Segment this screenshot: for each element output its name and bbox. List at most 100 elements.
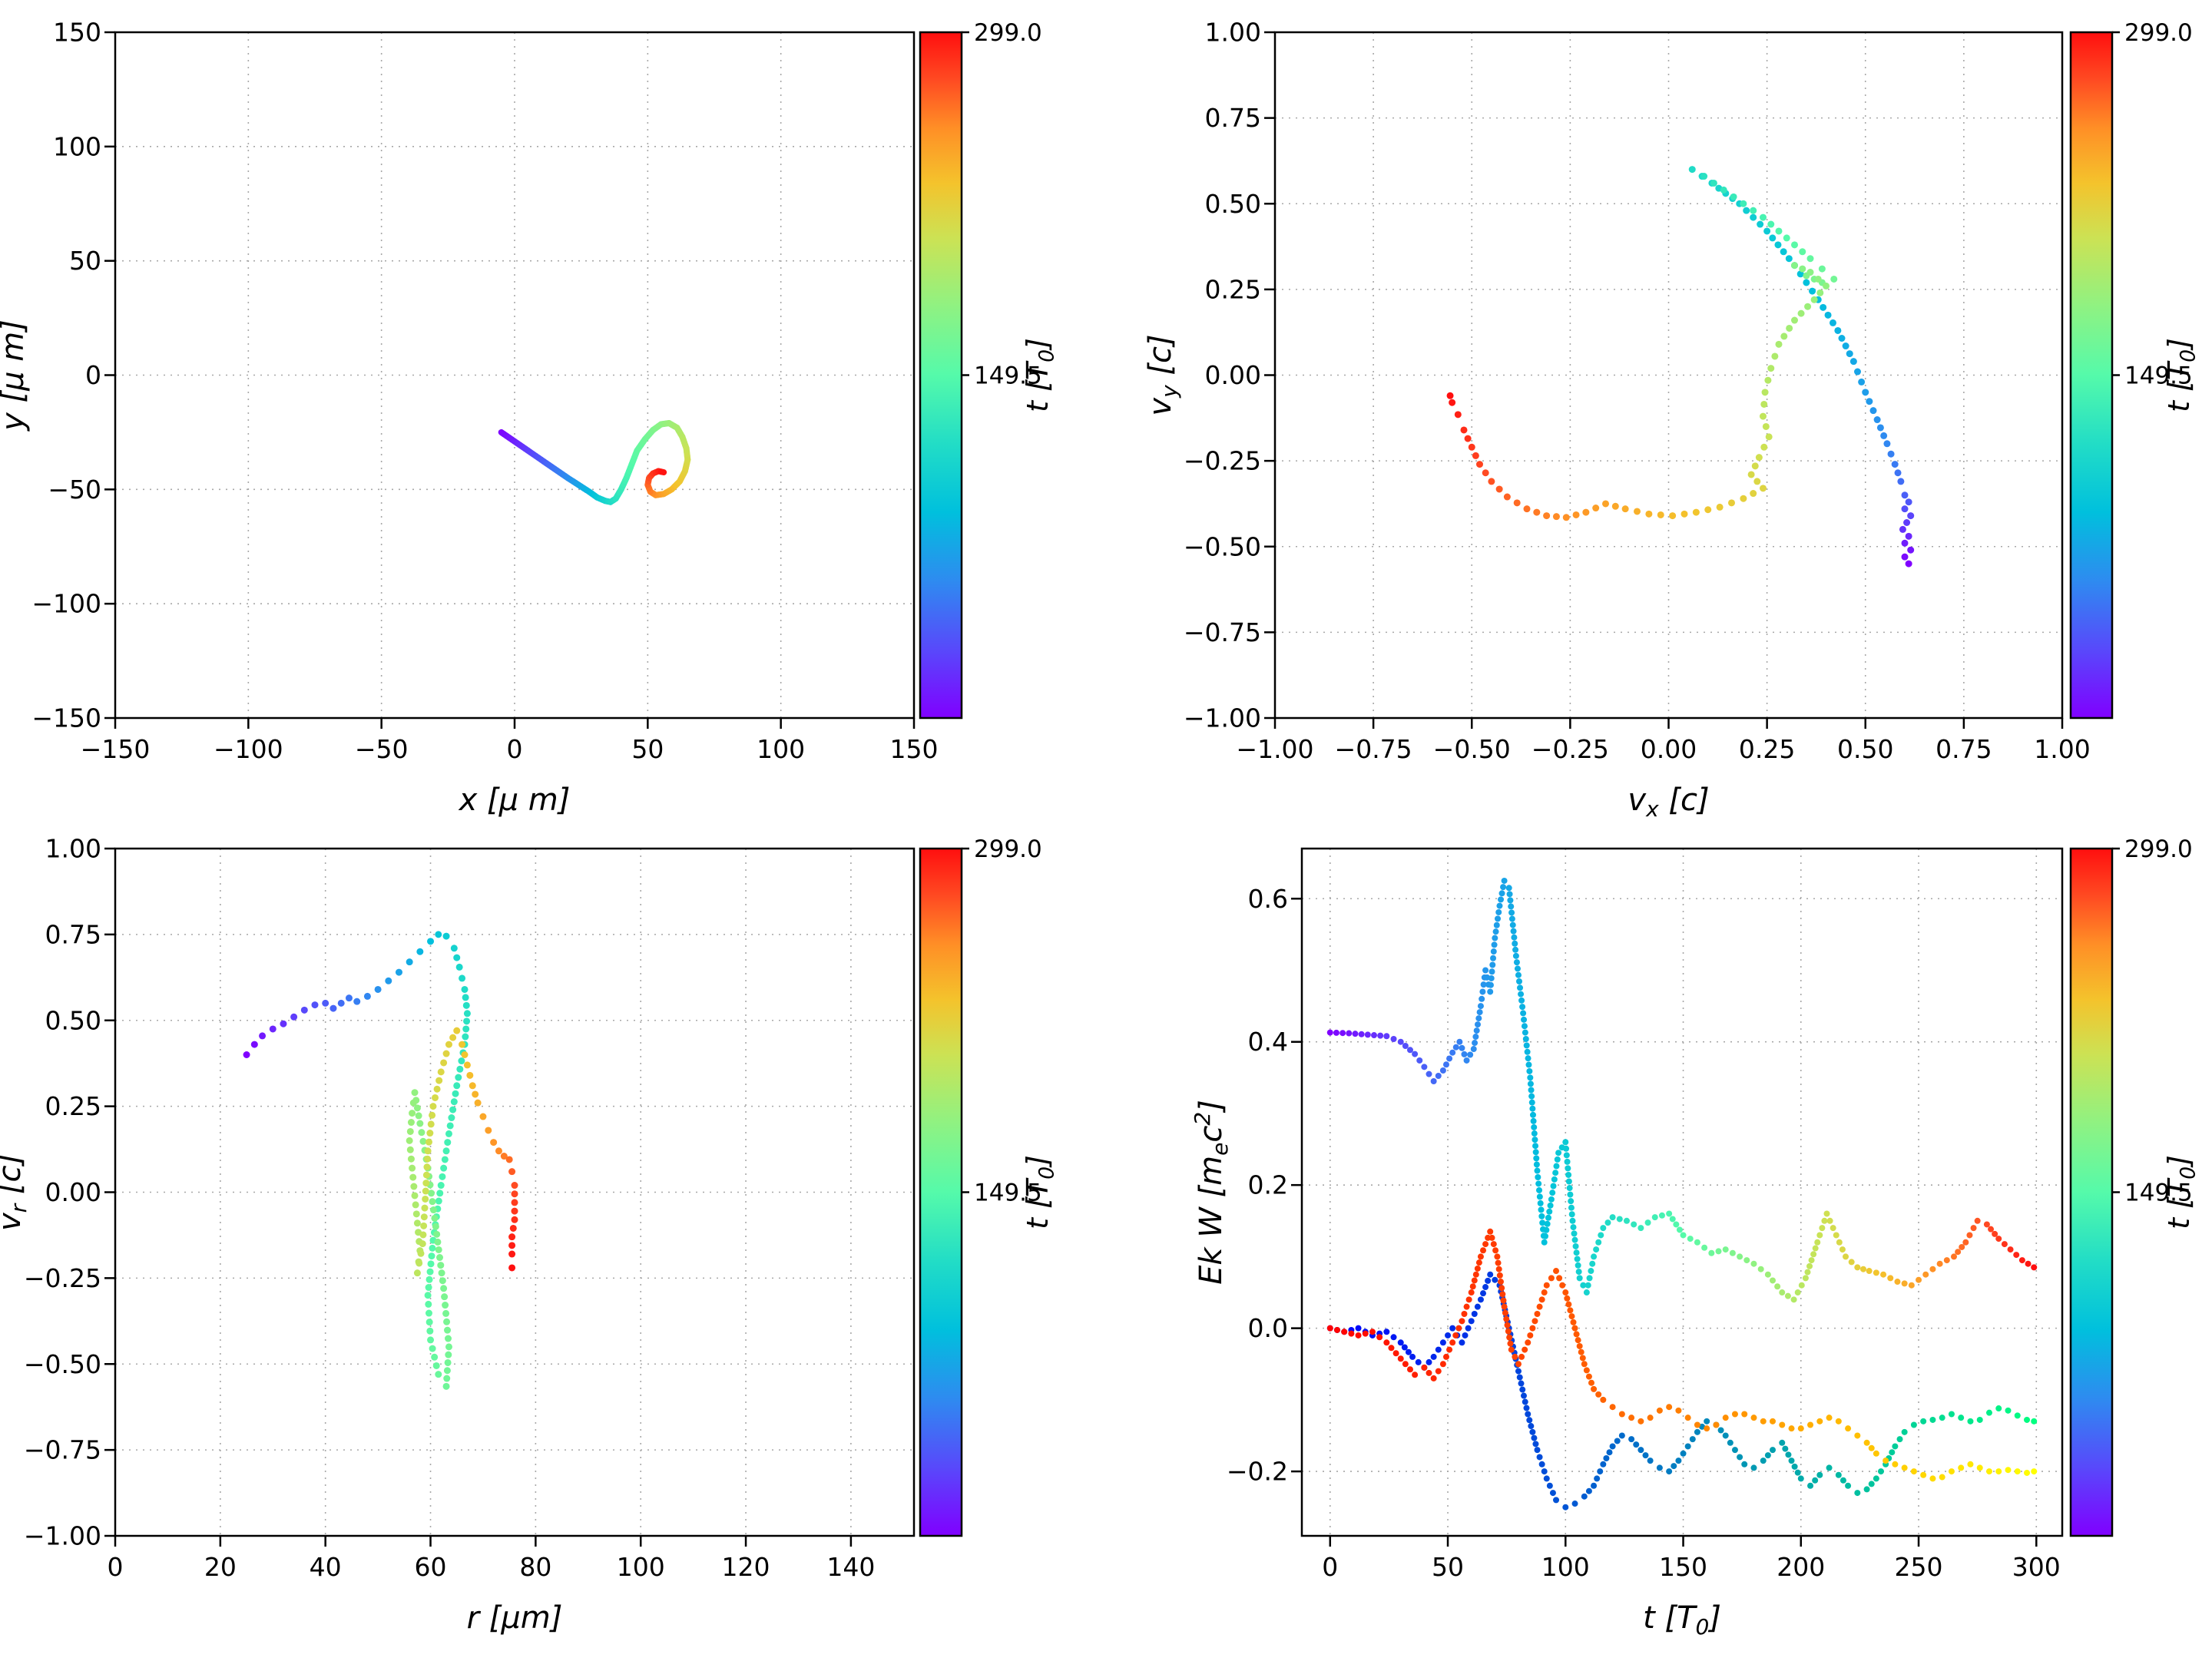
axis-ticks: 0 20 40 60 80 100 120 140 −1.00 −0.75 −0.50 −0.25 0.… (24, 836, 876, 1582)
y-tick-label: 0.00 (45, 1177, 101, 1207)
subplot-energy-vs-time: 0 50 100 150 200 250 300 −0.2 0.0 0.2 0.4 0.6 t [T0]… (1106, 836, 2212, 1671)
energy-particle-autumn (1326, 1228, 2038, 1482)
y-tick-label: −150 (31, 703, 101, 733)
y-tick-label: −1.00 (24, 1521, 101, 1551)
colorbar: 299.0 149.5t [T0] (919, 836, 1059, 1537)
y-tick-label: 0.25 (45, 1091, 101, 1121)
colorbar: 299.0 149.5t [T0] (2069, 836, 2200, 1537)
y-tick-label: 100 (53, 131, 101, 161)
x-tick-label: 80 (519, 1552, 551, 1582)
colorbar-tick-label: 299.0 (2124, 19, 2193, 47)
energy-particle-rainbow (1326, 877, 2038, 1303)
x-tick-label: 0.75 (1936, 734, 1992, 764)
y-tick-label: −100 (31, 589, 101, 619)
grid-lines (1302, 849, 2062, 1536)
x-tick-label: 100 (1541, 1552, 1590, 1582)
subplot-vx-vy: −1.00 −0.75 −0.50 −0.25 0.00 0.25 0.50 0.75 1.00… (1106, 0, 2212, 836)
colorbar-label: t [T0] (1021, 338, 1059, 412)
grid-lines (1274, 31, 2063, 719)
y-tick-label: −0.25 (1184, 446, 1261, 476)
colorbar-tick-label: 299.0 (974, 19, 1042, 47)
x-tick-label: 200 (1777, 1552, 1825, 1582)
particle-trajectory (498, 420, 691, 505)
y-tick-label: 0.25 (1205, 274, 1261, 304)
y-tick-label: 0 (85, 360, 101, 390)
colorbar: 299.0 149.5t [T0] (2069, 19, 2200, 720)
y-tick-label: 1.00 (45, 836, 101, 864)
x-tick-label: 0 (1322, 1552, 1338, 1582)
y-tick-label: 0.0 (1248, 1313, 1288, 1343)
colorbar-tick-label: 149.5 (2124, 1180, 2193, 1207)
subplot-xy-position: −150 −100 −50 0 50 100 150 −150 −100 −50 0 50 100 150… (0, 0, 1106, 836)
y-tick-label: −50 (48, 475, 101, 505)
y-tick-label: −0.50 (24, 1349, 101, 1379)
axis-ticks: −150 −100 −50 0 50 100 150 −150 −100 −50 0 50 100 150 (31, 18, 938, 765)
colorbar: 299.0 149.5t [T0] (919, 19, 1059, 720)
x-tick-label: 0.50 (1837, 734, 1893, 764)
x-tick-label: 0 (108, 1552, 124, 1582)
x-tick-label: 100 (757, 734, 805, 764)
x-tick-label: 50 (631, 734, 664, 764)
x-tick-label: 50 (1432, 1552, 1464, 1582)
y-tick-label: −0.75 (1184, 617, 1261, 647)
x-axis-label: vx [c] (1628, 783, 1709, 822)
y-axis-label: vr [c] (0, 1153, 31, 1231)
y-tick-label: −0.50 (1184, 531, 1261, 561)
x-tick-label: −0.50 (1433, 734, 1511, 764)
y-tick-label: 1.00 (1205, 18, 1261, 48)
y-axis-label: vy [c] (1143, 334, 1182, 415)
x-tick-label: 100 (617, 1552, 665, 1582)
plot-canvas-energy-vs-time: 0 50 100 150 200 250 300 −0.2 0.0 0.2 0.4 0.6 t [T0]… (1190, 836, 2200, 1640)
colorbar-label: t [T0] (2162, 1155, 2200, 1229)
x-axis-label: x [μ m] (458, 783, 571, 818)
data-series (1326, 877, 2038, 1511)
colorbar-tick-label: 149.5 (974, 1180, 1042, 1207)
x-tick-label: 1.00 (2034, 734, 2090, 764)
x-tick-label: 250 (1895, 1552, 1943, 1582)
x-tick-label: 0 (507, 734, 523, 764)
subplot-r-vr: 0 20 40 60 80 100 120 140 −1.00 −0.75 −0.50 −0.25 0.… (0, 836, 1106, 1671)
y-tick-label: −0.25 (24, 1263, 101, 1293)
x-tick-label: 40 (310, 1552, 342, 1582)
colorbar-label: t [T0] (2162, 338, 2200, 412)
y-tick-label: −0.2 (1227, 1457, 1288, 1487)
plot-canvas-r-vr: 0 20 40 60 80 100 120 140 −1.00 −0.75 −0.50 −0.25 0.… (0, 836, 1059, 1636)
y-tick-label: 0.6 (1248, 884, 1288, 914)
axis-ticks: −1.00 −0.75 −0.50 −0.25 0.00 0.25 0.50 0.75 1.00… (1184, 18, 2091, 765)
colorbar-tick-label: 149.5 (2124, 362, 2193, 390)
y-tick-label: 0.2 (1248, 1170, 1288, 1200)
x-tick-label: 0.25 (1739, 734, 1795, 764)
velocity-trace (1446, 166, 1915, 567)
colorbar-tick-label: 299.0 (974, 836, 1042, 863)
y-axis-label: Ek W [mec2] (1190, 1100, 1233, 1285)
y-tick-label: 0.00 (1205, 360, 1261, 390)
data-series (498, 420, 691, 505)
x-tick-label: 60 (415, 1552, 447, 1582)
x-tick-label: −1.00 (1236, 734, 1313, 764)
x-tick-label: 20 (204, 1552, 237, 1582)
y-tick-label: 150 (53, 18, 101, 48)
y-tick-label: 0.50 (45, 1005, 101, 1035)
grid-lines (114, 31, 915, 719)
y-tick-label: 0.50 (1205, 189, 1261, 219)
y-tick-label: 0.75 (1205, 103, 1261, 133)
x-tick-label: −50 (355, 734, 409, 764)
x-axis-label: r [μm] (467, 1600, 563, 1636)
x-tick-label: −150 (81, 734, 151, 764)
colorbar-tick-label: 149.5 (974, 362, 1042, 390)
data-series (243, 931, 518, 1390)
y-tick-label: 0.75 (45, 919, 101, 949)
data-series (1446, 166, 1915, 567)
y-tick-label: −0.75 (24, 1435, 101, 1465)
plot-canvas-vx-vy: −1.00 −0.75 −0.50 −0.25 0.00 0.25 0.50 0.75 1.00… (1143, 18, 2200, 822)
y-tick-label: 0.4 (1248, 1027, 1288, 1057)
axes-spines (1300, 847, 2064, 1537)
x-axis-label: t [T0] (1643, 1600, 1721, 1640)
y-tick-label: 50 (69, 246, 101, 276)
colorbar-tick-label: 299.0 (2124, 836, 2193, 863)
radial-velocity-trace (243, 931, 518, 1390)
x-tick-label: −0.75 (1335, 734, 1412, 764)
colorbar-label: t [T0] (1021, 1155, 1059, 1229)
x-tick-label: 300 (2012, 1552, 2061, 1582)
